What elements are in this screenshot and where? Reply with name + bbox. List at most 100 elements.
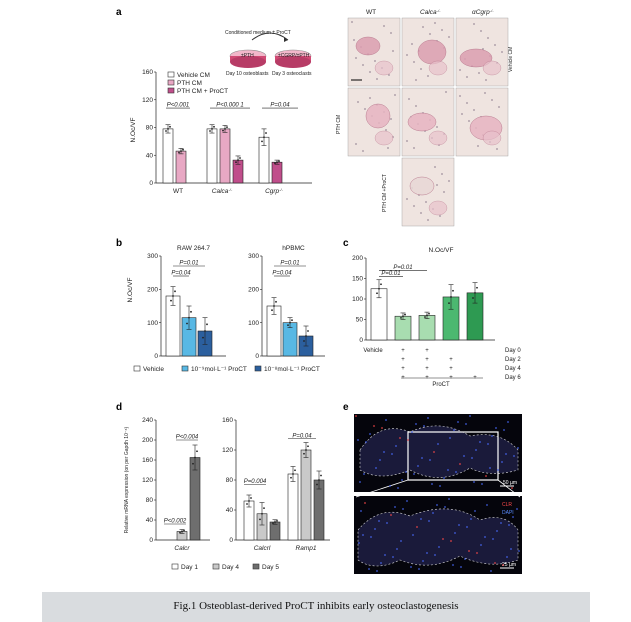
chart-c-data-point bbox=[424, 316, 426, 318]
histo-cell-dot bbox=[443, 191, 445, 193]
histo-cell-dot bbox=[390, 118, 392, 120]
fluor-cell-dot bbox=[476, 552, 478, 554]
fluor-cell-dot bbox=[513, 455, 515, 457]
chart-b-0-data-point bbox=[190, 310, 192, 313]
histo-cell-dot bbox=[441, 173, 443, 175]
fluor-cell-dot bbox=[358, 542, 360, 544]
schematic-day10: Day 10 osteoblasts bbox=[226, 71, 269, 77]
histo-cell-dot bbox=[448, 180, 450, 182]
histo-cell-dot bbox=[478, 72, 480, 74]
chart-d-1-data-point bbox=[263, 507, 265, 510]
chart-b-1-data-point bbox=[275, 300, 277, 303]
fluor-cell-dot bbox=[355, 415, 357, 417]
fluor-cell-dot bbox=[359, 481, 361, 483]
histo-row-pth: PTH CM bbox=[336, 115, 342, 134]
histo-cell-dot bbox=[473, 109, 475, 111]
histo-cell-dot bbox=[415, 79, 417, 81]
histo-bone-region bbox=[417, 39, 447, 65]
legend-swatch-day1 bbox=[171, 563, 179, 570]
histo-cell-dot bbox=[385, 129, 387, 131]
chart-d-ylabel: Relative mRNA expression (on per Gapdh 1… bbox=[124, 426, 130, 533]
histo-col-acgrp: αCgrp-/- bbox=[472, 8, 494, 16]
histo-cell-dot bbox=[494, 44, 496, 46]
histo-cell-dot bbox=[411, 43, 413, 45]
histo-cell-dot bbox=[351, 21, 353, 23]
chart-a-data-point bbox=[180, 150, 182, 152]
fluor-cell-dot bbox=[413, 473, 415, 475]
chart-b-legend: Vehicle 10⁻⁹mol·L⁻¹ ProCT 10⁻⁸mol·L⁻¹ Pr… bbox=[133, 365, 320, 373]
histo-bone-region bbox=[482, 60, 502, 76]
histo-cell-dot bbox=[355, 143, 357, 145]
chart-c-bar bbox=[418, 315, 436, 341]
chart-a-bar bbox=[162, 128, 174, 184]
arrow-head-icon bbox=[284, 37, 288, 42]
chart-d-legend: Day 1 Day 4 Day 5 bbox=[171, 563, 279, 571]
histo-cell-dot bbox=[383, 25, 385, 27]
chart-a-data-point bbox=[224, 127, 226, 130]
chart-b-1-ytick-label: 300 bbox=[248, 253, 259, 260]
histo-cell-dot bbox=[484, 92, 486, 94]
histo-cell-dot bbox=[434, 22, 436, 24]
chart-c-plus-mark: + bbox=[425, 348, 429, 354]
figure-caption: Fig.1 Osteoblast-derived ProCT inhibits … bbox=[173, 600, 459, 612]
chart-b-1-data-point bbox=[305, 335, 307, 337]
chart-a-data-point bbox=[167, 127, 169, 130]
chart-d-0-data-point bbox=[181, 530, 183, 533]
fluor-cell-dot bbox=[501, 461, 503, 463]
fluor-cell-dot bbox=[490, 570, 492, 572]
chart-a-data-point bbox=[265, 132, 267, 134]
chart-d-1-data-point bbox=[259, 518, 261, 521]
fluor-cell-dot bbox=[480, 544, 482, 546]
chart-a-data-point bbox=[261, 140, 263, 143]
fluor-cell-dot bbox=[415, 423, 417, 425]
chart-c-plus-mark: + bbox=[401, 348, 405, 354]
legend-dapi: DAPI bbox=[502, 510, 514, 516]
histo-cell-dot bbox=[376, 78, 378, 80]
histo-cell-dot bbox=[436, 184, 438, 186]
legend-swatch-b-vehicle bbox=[133, 365, 141, 372]
panel-letter-d: d bbox=[116, 402, 122, 413]
chart-d-1-data-point bbox=[305, 449, 307, 451]
chart-a-pvalue: P<0.000 1 bbox=[216, 103, 244, 109]
histo-cell-dot bbox=[468, 120, 470, 122]
fluor-cell-dot bbox=[407, 439, 409, 441]
chart-c-ytick-label: 0 bbox=[359, 337, 363, 344]
chart-b-0-data-point bbox=[188, 316, 190, 319]
chart-c-pvalue: P=0.01 bbox=[381, 271, 400, 277]
histo-cell-dot bbox=[487, 37, 489, 39]
fluor-cell-dot bbox=[455, 471, 457, 473]
chart-b-0-ytick-label: 0 bbox=[154, 353, 158, 360]
histo-cell-dot bbox=[388, 74, 390, 76]
chart-a-data-point bbox=[263, 136, 265, 139]
fluor-cell-dot bbox=[402, 508, 404, 510]
histo-cell-dot bbox=[429, 33, 431, 35]
chart-c-data-point bbox=[428, 312, 430, 315]
panel-letter-b: b bbox=[116, 238, 122, 249]
chart-a-data-point bbox=[169, 125, 171, 128]
fluor-cell-dot bbox=[394, 506, 396, 508]
histo-bone-region bbox=[428, 60, 448, 76]
chart-b-1-data-point bbox=[303, 340, 305, 342]
fluor-cell-dot bbox=[442, 538, 444, 540]
fluor-cell-dot bbox=[464, 558, 466, 560]
legend-day5: Day 5 bbox=[262, 564, 279, 571]
chart-d-1-data-point bbox=[316, 483, 318, 486]
schematic: Conditioned medium ± ProCT ±PTH ±CGRP/±P… bbox=[225, 30, 312, 77]
chart-d-0-data-point bbox=[196, 450, 198, 453]
histo-cell-dot bbox=[406, 198, 408, 200]
legend-vehicle: Vehicle CM bbox=[177, 72, 210, 79]
fluor-cell-dot bbox=[383, 451, 385, 453]
histo-cell-dot bbox=[406, 54, 408, 56]
fluor-cell-dot bbox=[400, 540, 402, 542]
chart-c-day-label: Day 4 bbox=[505, 366, 521, 372]
fluor-cell-dot bbox=[481, 483, 483, 485]
fluor-cell-dot bbox=[432, 512, 434, 514]
chart-d-1-pvalue: P=0.004 bbox=[244, 479, 267, 485]
chart-c-title: N.Oc/VF bbox=[429, 247, 454, 254]
chart-c-data-point bbox=[448, 302, 450, 304]
histo-bone-region bbox=[374, 60, 394, 76]
fluor-cell-dot bbox=[458, 524, 460, 526]
fluorescence-images: 50 µm 25 µm CLR DAPI bbox=[354, 414, 522, 574]
chart-b-0-pvalue: P=0.01 bbox=[179, 261, 198, 267]
histo-cell-dot bbox=[413, 205, 415, 207]
